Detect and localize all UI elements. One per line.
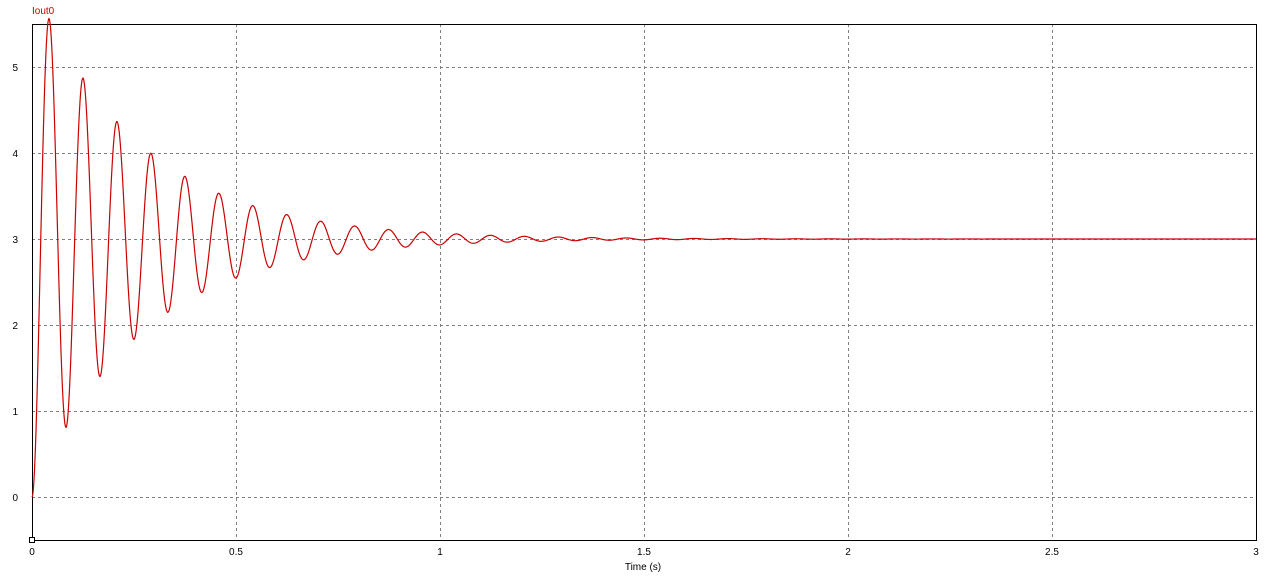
x-tick-label: 1.5 (637, 547, 651, 558)
series-line-iout0 (31, 17, 1256, 498)
x-tick-label: 3 (1253, 547, 1259, 558)
y-tick-label: 5 (12, 63, 18, 74)
x-tick-label: 0.5 (229, 547, 243, 558)
y-tick-label: 3 (12, 235, 18, 246)
y-tick-label: 4 (12, 149, 18, 160)
x-axis-title: Time (s) (625, 562, 661, 573)
y-tick-label: 0 (12, 493, 18, 504)
x-tick-label: 2.5 (1045, 547, 1059, 558)
x-tick-label: 0 (29, 547, 35, 558)
x-tick-label: 2 (845, 547, 851, 558)
series-label-iout0: Iout0 (32, 6, 55, 17)
grid-lines (32, 24, 1256, 540)
y-tick-labels: 0 1 2 3 4 5 (12, 63, 18, 504)
x-tick-labels: 0 0.5 1 1.5 2 2.5 3 (29, 547, 1259, 558)
plot-frame (32, 24, 1257, 541)
x-tick-label: 1 (437, 547, 443, 558)
origin-marker (29, 537, 35, 543)
y-tick-label: 1 (12, 407, 18, 418)
y-tick-label: 2 (12, 321, 18, 332)
